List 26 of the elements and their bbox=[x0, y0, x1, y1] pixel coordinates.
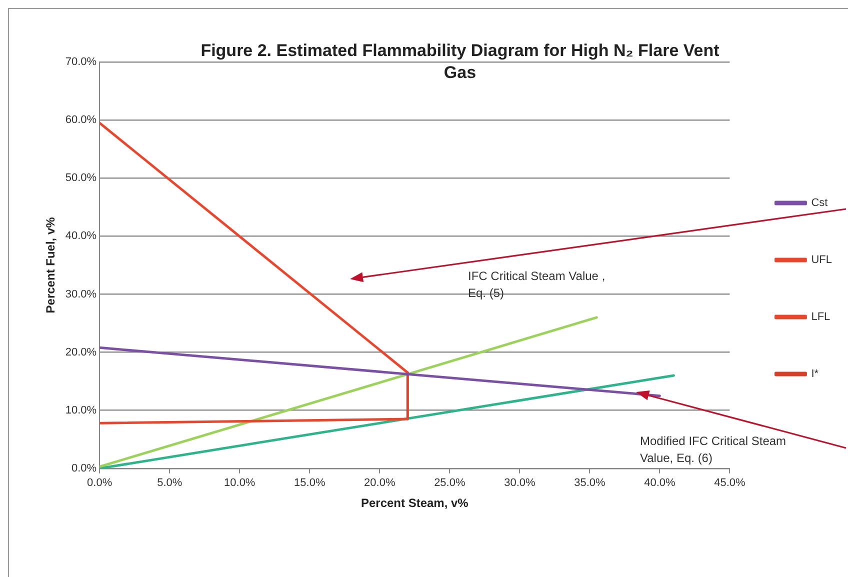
x-tick-label: 35.0% bbox=[574, 477, 606, 490]
y-tick-label: 70.0% bbox=[65, 56, 97, 68]
x-tick-label: 0.0% bbox=[87, 477, 112, 490]
x-tick-label: 10.0% bbox=[224, 477, 256, 490]
x-tick-label: 15.0% bbox=[294, 477, 326, 490]
annotation: Modified IFC Critical Steam Value, Eq. (6) bbox=[640, 433, 788, 467]
y-tick-label: 40.0% bbox=[65, 230, 97, 242]
x-tick-label: 5.0% bbox=[157, 477, 182, 490]
x-tick-label: 40.0% bbox=[644, 477, 676, 490]
legend-label: I* bbox=[811, 368, 820, 380]
y-tick-label: 0.0% bbox=[72, 462, 97, 474]
chart-title: Figure 2. Estimated Flammability Diagram for High N₂ Flare Vent Gas bbox=[200, 40, 720, 84]
legend-label: Cst bbox=[811, 197, 828, 210]
x-tick-label: 30.0% bbox=[504, 477, 536, 490]
x-tick-label: 25.0% bbox=[434, 477, 466, 490]
x-tick-label: 20.0% bbox=[364, 477, 396, 490]
y-tick-label: 50.0% bbox=[65, 172, 97, 184]
y-tick-label: 20.0% bbox=[65, 346, 97, 358]
x-axis-title: Percent Steam, v% bbox=[360, 496, 469, 510]
x-tick-label: 45.0% bbox=[714, 477, 746, 490]
y-axis-title: Percent Fuel, v% bbox=[44, 216, 58, 314]
legend-label: UFL bbox=[811, 254, 832, 266]
y-tick-label: 30.0% bbox=[65, 288, 97, 300]
y-tick-label: 10.0% bbox=[65, 404, 97, 416]
legend-label: LFL bbox=[811, 311, 830, 324]
y-tick-label: 60.0% bbox=[65, 114, 97, 126]
